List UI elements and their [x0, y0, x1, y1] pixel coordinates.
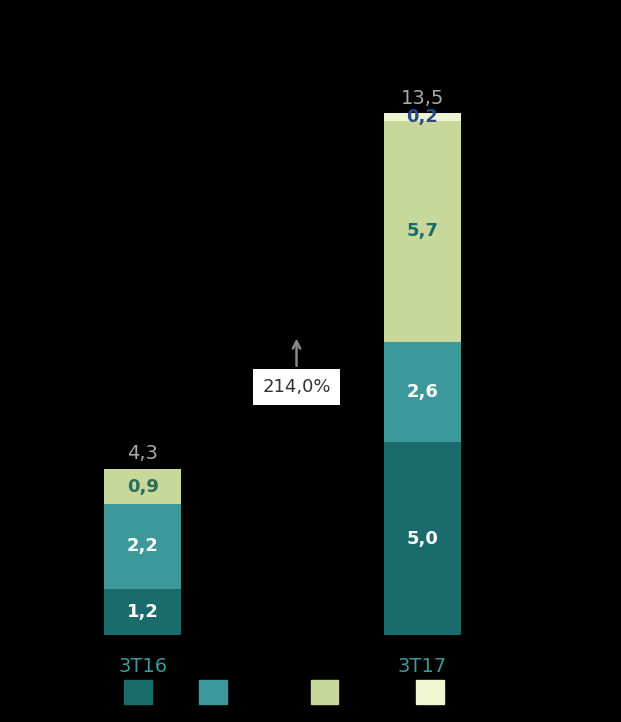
Text: 2,6: 2,6: [406, 383, 438, 401]
Bar: [104, 589, 181, 635]
Text: 5,0: 5,0: [406, 530, 438, 548]
Text: 214,0%: 214,0%: [262, 342, 331, 396]
Bar: [384, 113, 461, 121]
Text: 2,2: 2,2: [127, 537, 159, 555]
Text: 13,5: 13,5: [401, 89, 444, 108]
Text: 3T16: 3T16: [118, 656, 168, 676]
Text: 0,9: 0,9: [127, 477, 159, 495]
Text: 4,3: 4,3: [127, 444, 158, 464]
Text: 0,2: 0,2: [406, 108, 438, 126]
Bar: [104, 504, 181, 589]
Text: 3T17: 3T17: [397, 656, 447, 676]
Text: 5,7: 5,7: [406, 222, 438, 240]
Bar: [384, 442, 461, 635]
Bar: [384, 342, 461, 442]
Bar: [384, 121, 461, 342]
Text: 1,2: 1,2: [127, 603, 159, 621]
Bar: [104, 469, 181, 504]
